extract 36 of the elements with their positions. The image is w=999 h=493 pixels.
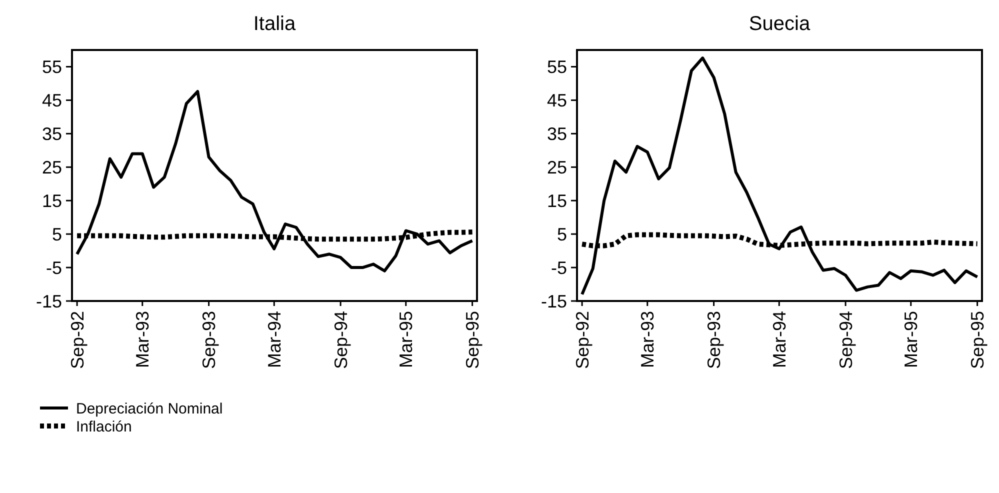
y-tick-label: 55 — [546, 57, 567, 78]
y-tick-label: 45 — [546, 90, 567, 110]
x-tick-label: Mar-95 — [901, 311, 922, 368]
x-tick-label: Mar-94 — [264, 311, 284, 368]
y-tick-label: 15 — [546, 190, 567, 211]
x-tick-label: Sep-95 — [968, 311, 988, 370]
y-tick-label: 15 — [42, 190, 62, 211]
x-tick-label: Mar-95 — [396, 311, 416, 368]
x-tick-label: Mar-93 — [638, 311, 658, 368]
y-tick-label: -5 — [550, 258, 567, 278]
x-tick-label: Sep-95 — [462, 311, 483, 370]
y-tick-label: -15 — [540, 291, 567, 312]
line-series — [76, 90, 474, 272]
legend-label: Inflación — [76, 418, 132, 436]
x-tick-label: Sep-94 — [330, 311, 351, 370]
y-tick-label: 35 — [42, 124, 62, 144]
y-tick-label: 55 — [42, 57, 62, 78]
x-tick-label: Sep-92 — [572, 311, 592, 370]
x-tick-label: Mar-94 — [769, 311, 790, 368]
y-tick-label: 25 — [42, 157, 62, 178]
y-tick-label: 35 — [546, 124, 567, 144]
y-tick-label: 25 — [546, 157, 567, 178]
line-series — [580, 56, 979, 296]
y-tick-label: 5 — [52, 224, 62, 244]
legend-label: Depreciación Nominal — [76, 400, 223, 418]
chart-title: Suecia — [748, 13, 811, 35]
y-tick-label: 45 — [42, 90, 62, 110]
x-tick-label: Sep-92 — [67, 311, 88, 370]
x-tick-label: Sep-93 — [199, 311, 220, 370]
chart-title: Italia — [253, 13, 296, 35]
y-tick-label: 5 — [556, 224, 567, 244]
x-tick-label: Mar-93 — [132, 311, 153, 368]
y-tick-label: -5 — [46, 258, 62, 278]
x-tick-label: Sep-93 — [704, 311, 724, 370]
y-tick-label: -15 — [36, 291, 62, 312]
x-tick-label: Sep-94 — [836, 311, 856, 370]
